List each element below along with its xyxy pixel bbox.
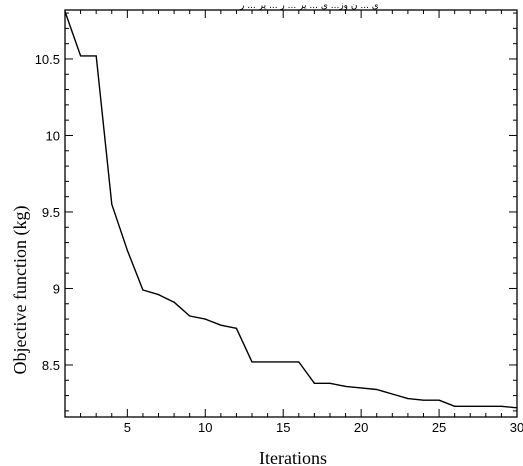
- plot-area: [64, 9, 518, 418]
- data-point: [95, 55, 97, 57]
- data-point: [469, 405, 471, 407]
- x-tick-label: 30: [510, 420, 523, 435]
- data-point: [344, 385, 347, 387]
- y-tick-label: 9.5: [42, 205, 60, 220]
- x-tick-label: 25: [432, 420, 446, 435]
- data-point: [422, 399, 425, 401]
- data-point: [220, 324, 222, 326]
- data-point: [126, 249, 128, 251]
- data-point: [329, 382, 331, 384]
- data-point: [500, 405, 503, 407]
- y-tick-label: 9: [53, 281, 60, 296]
- data-point: [251, 361, 253, 363]
- data-point: [407, 398, 409, 400]
- data-point: [516, 407, 518, 409]
- data-point: [438, 399, 440, 401]
- data-point: [189, 315, 191, 317]
- y-tick-label: 8.5: [42, 358, 60, 373]
- plot-frame: [64, 9, 518, 418]
- header-text: ی ... ن وز... ی ... یر ... ر ... یر ... …: [239, 1, 379, 11]
- x-tick-label: 10: [198, 420, 212, 435]
- data-point: [157, 293, 160, 296]
- data-point: [111, 203, 113, 205]
- data-point: [313, 382, 315, 384]
- data-point: [235, 327, 238, 329]
- y-tick-label: 10: [46, 128, 60, 143]
- data-point: [360, 387, 362, 389]
- data-point: [282, 361, 284, 363]
- y-tick-label: 10.5: [35, 52, 60, 67]
- x-tick-label: 15: [276, 420, 290, 435]
- x-tick-label: 20: [354, 420, 368, 435]
- data-point: [79, 55, 82, 57]
- data-point: [376, 388, 378, 391]
- data-point: [298, 361, 300, 363]
- data-point: [391, 393, 393, 395]
- data-point: [204, 318, 206, 320]
- x-tick-label: 5: [124, 420, 131, 435]
- data-point: [267, 361, 269, 363]
- data-point: [454, 405, 456, 407]
- y-axis: 8.5 9 9.5 10 10.5: [35, 12, 517, 412]
- x-axis-title: Iterations: [259, 448, 327, 466]
- data-point: [142, 289, 144, 291]
- series-line: [64, 11, 518, 409]
- data-point: [173, 301, 175, 303]
- x-axis: 5 10 15 20 25 30: [64, 10, 523, 435]
- data-point: [485, 405, 487, 407]
- y-axis-title: Objective function (kg): [10, 206, 31, 375]
